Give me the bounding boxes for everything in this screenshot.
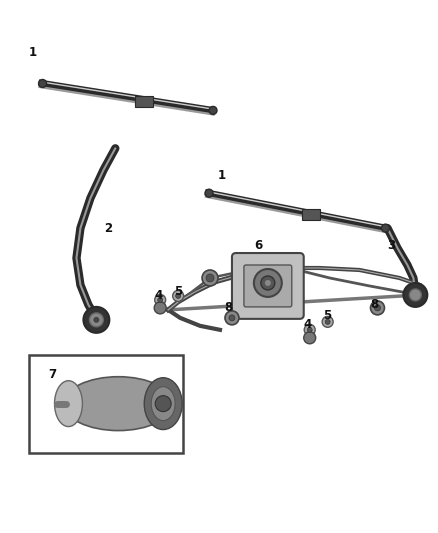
Circle shape xyxy=(254,269,282,297)
Circle shape xyxy=(176,294,180,298)
Circle shape xyxy=(371,301,385,315)
Text: 3: 3 xyxy=(387,239,396,252)
Ellipse shape xyxy=(64,377,173,431)
Text: 8: 8 xyxy=(224,301,232,314)
Circle shape xyxy=(325,319,330,325)
Circle shape xyxy=(83,307,110,333)
Circle shape xyxy=(39,79,46,87)
Circle shape xyxy=(205,189,213,197)
Text: 1: 1 xyxy=(28,46,37,59)
Circle shape xyxy=(381,224,389,232)
Text: 8: 8 xyxy=(371,298,378,311)
Circle shape xyxy=(154,302,166,314)
Circle shape xyxy=(89,313,103,327)
Circle shape xyxy=(265,280,271,286)
Bar xyxy=(28,355,183,453)
Text: 4: 4 xyxy=(304,318,312,332)
Circle shape xyxy=(261,276,275,290)
Circle shape xyxy=(155,395,171,411)
Circle shape xyxy=(158,297,162,302)
Text: 5: 5 xyxy=(174,286,182,298)
Circle shape xyxy=(173,290,184,301)
Text: 7: 7 xyxy=(49,368,57,381)
Text: 5: 5 xyxy=(324,309,332,322)
Text: 1: 1 xyxy=(218,169,226,182)
Circle shape xyxy=(304,332,316,344)
Circle shape xyxy=(225,311,239,325)
Circle shape xyxy=(229,315,235,321)
FancyBboxPatch shape xyxy=(232,253,304,319)
Circle shape xyxy=(209,107,217,115)
Ellipse shape xyxy=(54,381,82,426)
Circle shape xyxy=(322,317,333,327)
Circle shape xyxy=(403,283,427,307)
Text: 2: 2 xyxy=(104,222,113,235)
FancyBboxPatch shape xyxy=(244,265,292,307)
Circle shape xyxy=(307,327,312,333)
Circle shape xyxy=(155,294,166,305)
Text: 6: 6 xyxy=(254,239,262,252)
Circle shape xyxy=(206,274,214,282)
FancyBboxPatch shape xyxy=(302,209,320,220)
Circle shape xyxy=(304,325,315,335)
Ellipse shape xyxy=(144,378,182,430)
Text: 4: 4 xyxy=(154,289,162,302)
Ellipse shape xyxy=(151,386,175,421)
Circle shape xyxy=(410,289,421,301)
Circle shape xyxy=(202,270,218,286)
Circle shape xyxy=(374,305,381,311)
Circle shape xyxy=(93,317,99,323)
FancyBboxPatch shape xyxy=(135,96,153,108)
